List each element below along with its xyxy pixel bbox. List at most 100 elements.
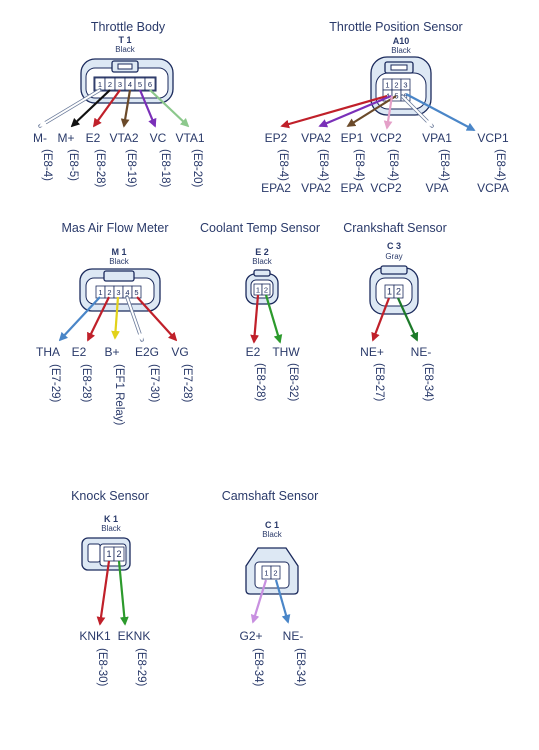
maf-wire-e2-red: [87, 296, 110, 342]
crank-pin-number: 1: [387, 287, 392, 297]
throttle_body-wire-m-black: [70, 89, 111, 128]
knock-pin-number: 2: [116, 549, 121, 559]
maf-pin-ref: (E7-28): [181, 364, 193, 403]
knock-color: Black: [101, 524, 122, 533]
throttle_body-pin-number: 6: [148, 80, 152, 89]
tps-pin-label: VCP1: [477, 131, 509, 145]
tps-pin-label: VCP2: [370, 131, 402, 145]
knock-pin-ref: (E8-29): [135, 648, 147, 687]
throttle_body-wire-vc-violet: [138, 89, 157, 128]
knock-code: K 1: [104, 514, 118, 524]
throttle_body-pin-number: 4: [128, 80, 132, 89]
maf-pin-ref: (E8-28): [80, 364, 92, 403]
cam-wire-ne-blue: [274, 579, 291, 624]
coolant-pin-number: 1: [256, 286, 260, 295]
coolant-wire-thw-green: [264, 294, 283, 344]
maf-pin-label: THA: [36, 345, 60, 359]
cam-pin-label: NE-: [283, 629, 304, 643]
tps-pin-number: 4: [385, 92, 389, 101]
throttle_body-pin-label: VC: [150, 131, 167, 145]
tps-pin-ref: (E8-4): [353, 149, 365, 181]
throttle-body-color: Black: [115, 45, 136, 54]
tps-wire-ep1-brown: [346, 95, 397, 127]
tps-pin-alt-label: VPA2: [301, 181, 331, 195]
tps-pin-ref: (E8-4): [494, 149, 506, 181]
crank-pin-ref: (E8-34): [422, 363, 434, 402]
maf-pin-number: 5: [134, 288, 138, 297]
crank-pin-ref: (E8-27): [373, 363, 385, 402]
knock-wire-eknk-green: [117, 560, 129, 626]
throttle_body-wire-vta1-light_green: [149, 89, 190, 128]
cam-wire-g2-lilac: [250, 579, 268, 624]
coolant-pin-number: 2: [264, 286, 268, 295]
tps-pin-number: 5: [394, 92, 398, 101]
crank-title: Crankshaft Sensor: [343, 221, 447, 235]
coolant-pin-ref: (E8-28): [254, 363, 266, 402]
cam-title: Camshaft Sensor: [222, 489, 319, 503]
tps-pin-alt-label: EPA: [340, 181, 363, 195]
throttle_body-pin-label: M+: [57, 131, 74, 145]
tps-pin-alt-label: VPA: [425, 181, 448, 195]
tps-wire-ep2-red: [280, 94, 388, 129]
maf-pin-label: E2G: [135, 345, 159, 359]
tps-pin-number: 2: [394, 81, 398, 90]
throttle_body-pin-number: 5: [138, 80, 142, 89]
tps-pin-ref: (E8-4): [317, 149, 329, 181]
throttle_body-pin-number: 1: [98, 80, 102, 89]
tps-wire-vpa1-white: [401, 95, 434, 128]
coolant-pin-label: THW: [272, 345, 300, 359]
cam-color: Black: [262, 530, 283, 539]
throttle_body-pin-number: 2: [108, 80, 112, 89]
maf-pin-ref: (E7-29): [49, 364, 61, 403]
throttle_body-pin-label: E2: [86, 131, 101, 145]
throttle_body-pin-ref: (E8-19): [125, 149, 137, 188]
throttle-body-code: T 1: [118, 35, 131, 45]
coolant-color: Black: [252, 257, 273, 266]
maf-pin-number: 2: [107, 288, 111, 297]
throttle_body-pin-number: 3: [118, 80, 122, 89]
maf-pin-number: 3: [116, 288, 120, 297]
maf-wire-vg-red: [136, 296, 178, 342]
tps-connector: Throttle Position Sensor A10 Black 1 2 3 4 5…: [261, 20, 509, 195]
coolant-title: Coolant Temp Sensor: [200, 221, 320, 235]
coolant-wire-e2-red: [250, 294, 260, 344]
throttle_body-pin-ref: (E8-28): [94, 149, 106, 188]
tps-pin-number: 6: [403, 92, 407, 101]
throttle_body-pin-label: M-: [33, 131, 47, 145]
throttle_body-pin-label: VTA1: [175, 131, 204, 145]
throttle_body-pin-ref: (E8-4): [41, 149, 53, 181]
cam-pin-number: 1: [264, 569, 268, 578]
tps-pin-alt-label: VCPA: [477, 181, 509, 195]
tps-pin-ref: (E8-4): [438, 149, 450, 181]
throttle_body-pin-label: VTA2: [109, 131, 138, 145]
maf-wire-e2g-white: [126, 296, 144, 342]
crank-pin-label: NE-: [411, 345, 432, 359]
tps-code: A10: [393, 36, 410, 46]
tps-title: Throttle Position Sensor: [329, 20, 462, 34]
maf-code: M 1: [111, 247, 126, 257]
maf-color: Black: [109, 257, 130, 266]
knock-pin-label: EKNK: [118, 629, 151, 643]
cam-pin-ref: (E8-34): [252, 648, 264, 687]
knock-pin-ref: (E8-30): [96, 648, 108, 687]
cam-pin-2-cell: [270, 565, 281, 580]
throttle_body-wire-vta2-brown: [120, 89, 132, 128]
crank-wire-ne-dark_green: [396, 297, 419, 342]
maf-pin-label: B+: [104, 345, 119, 359]
knock-pin-number: 1: [106, 549, 111, 559]
tps-pin-alt-label: EPA2: [261, 181, 291, 195]
tps-wire-vcp1-blue: [405, 93, 476, 131]
tps-pin-alt-label: VCP2: [370, 181, 402, 195]
knock-pin-label: KNK1: [79, 629, 111, 643]
maf-pin-ref: (EF1 Relay): [113, 364, 125, 426]
cam-code: C 1: [265, 520, 279, 530]
cam-pin-number: 2: [273, 569, 277, 578]
